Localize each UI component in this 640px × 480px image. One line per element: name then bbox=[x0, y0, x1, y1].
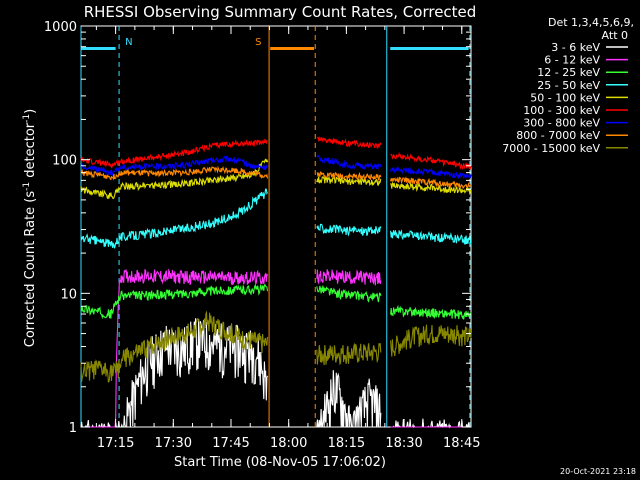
legend-label-3: 25 - 50 keV bbox=[537, 79, 600, 92]
x-tick-label-2: 17:45 bbox=[212, 436, 249, 451]
legend-label-4: 50 - 100 keV bbox=[530, 91, 600, 104]
marker-flag-1 bbox=[390, 47, 469, 50]
x-tick-label-4: 18:15 bbox=[328, 436, 365, 451]
y-axis-label-end: ) bbox=[23, 109, 38, 114]
data-gaps bbox=[267, 27, 391, 426]
y-tick-label-2: 100 bbox=[52, 154, 77, 169]
y-axis-label-sup1: -1 bbox=[22, 182, 32, 191]
legend-header-1: Det 1,3,4,5,6,9, bbox=[548, 16, 634, 29]
series-line-6 bbox=[81, 154, 472, 180]
series-line-5 bbox=[80, 135, 472, 171]
x-tick-label-3: 18:00 bbox=[270, 436, 307, 451]
y-tick-label-0: 1 bbox=[69, 421, 77, 436]
x-axis-ticks: 17:15 17:30 17:45 18:00 18:15 18:30 18:45 bbox=[95, 26, 481, 451]
x-tick-label-1: 17:30 bbox=[155, 436, 192, 451]
legend-label-5: 100 - 300 keV bbox=[523, 104, 600, 117]
y-axis-label-sup2: -1 bbox=[22, 114, 32, 123]
series-line-2 bbox=[80, 283, 472, 320]
chart-title: RHESSI Observing Summary Count Rates, Co… bbox=[84, 3, 477, 21]
marker-flag-0 bbox=[81, 47, 116, 50]
marker-label-0: N bbox=[125, 37, 132, 48]
x-axis-label: Start Time (08-Nov-05 17:06:02) bbox=[174, 455, 386, 470]
legend-label-0: 3 - 6 keV bbox=[551, 41, 600, 54]
timestamp: 20-Oct-2021 23:18 bbox=[560, 467, 636, 476]
legend-header-2: Att 0 bbox=[602, 29, 628, 42]
legend-label-1: 6 - 12 keV bbox=[544, 54, 600, 67]
y-axis-label: Corrected Count Rate (s-1 detector-1) bbox=[22, 109, 38, 347]
marker-flag-2 bbox=[270, 47, 315, 50]
legend-label-7: 800 - 7000 keV bbox=[516, 129, 600, 142]
legend-label-2: 12 - 25 keV bbox=[537, 66, 600, 79]
series-line-8 bbox=[80, 310, 472, 383]
x-tick-label-6: 18:45 bbox=[443, 436, 480, 451]
y-axis-label-main: Corrected Count Rate (s bbox=[23, 191, 38, 348]
legend-label-6: 300 - 800 keV bbox=[523, 117, 600, 130]
series-line-7 bbox=[80, 165, 472, 190]
y-tick-label-1: 10 bbox=[60, 287, 77, 302]
x-tick-label-0: 17:15 bbox=[97, 436, 134, 451]
series-line-3 bbox=[80, 188, 472, 249]
y-axis-label-mid: detector bbox=[23, 122, 38, 182]
marker-label-2: S bbox=[255, 37, 261, 48]
y-axis-ticks: 1 10 100 1000 bbox=[44, 20, 471, 436]
legend-label-8: 7000 - 15000 keV bbox=[502, 142, 600, 155]
x-tick-label-5: 18:30 bbox=[385, 436, 422, 451]
y-tick-label-3: 1000 bbox=[44, 20, 77, 35]
data-gap-1 bbox=[381, 27, 391, 426]
data-gap-0 bbox=[267, 27, 317, 426]
series-line-4 bbox=[80, 158, 472, 200]
